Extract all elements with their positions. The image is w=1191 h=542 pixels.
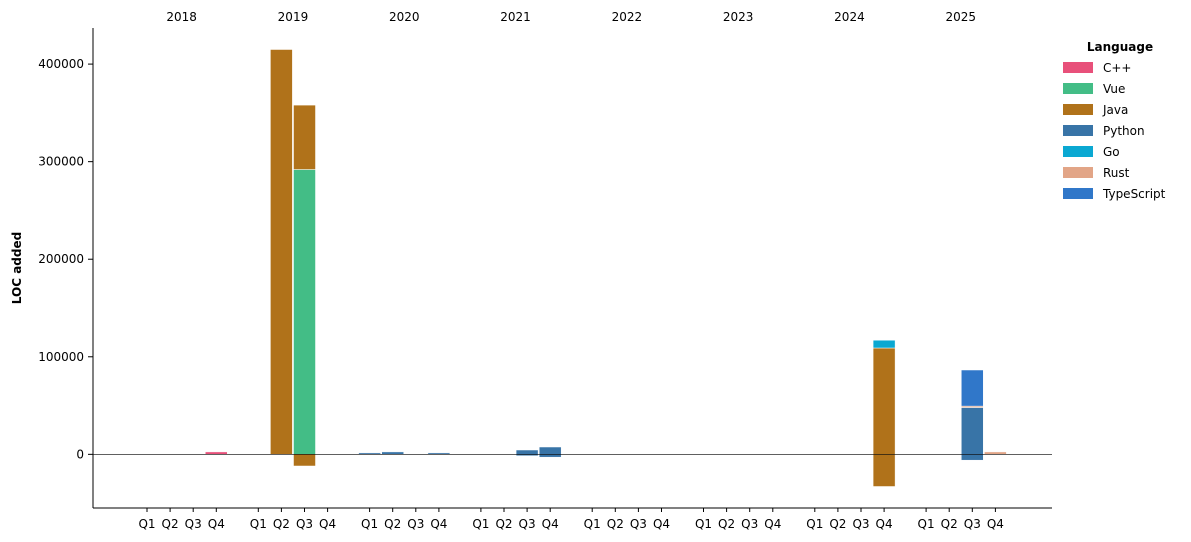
- bar-segment: [961, 369, 984, 407]
- bar-segment: [538, 446, 562, 455]
- x-tick-label: Q1: [695, 517, 712, 531]
- year-label: 2020: [389, 10, 420, 24]
- bar-segment: [293, 169, 316, 455]
- y-tick-label: 100000: [38, 350, 84, 364]
- x-tick-label: Q4: [319, 517, 336, 531]
- plot-area: [205, 49, 1007, 487]
- legend-title: Language: [1087, 40, 1153, 54]
- bar-segment: [961, 454, 984, 461]
- y-tick-label: 200000: [38, 252, 84, 266]
- x-tick-label: Q1: [918, 517, 935, 531]
- bar-segment: [515, 449, 539, 455]
- legend-label: Vue: [1103, 82, 1125, 96]
- legend-swatch: [1063, 188, 1093, 199]
- x-tick-label: Q2: [941, 517, 958, 531]
- x-tick-label: Q4: [542, 517, 559, 531]
- bar-segment: [961, 407, 984, 455]
- x-tick-label: Q3: [185, 517, 202, 531]
- bar-segment: [872, 339, 896, 349]
- legend-swatch: [1063, 125, 1093, 136]
- y-axis-label: LOC added: [10, 232, 24, 304]
- x-tick-label: Q2: [273, 517, 290, 531]
- x-tick-label: Q4: [653, 517, 670, 531]
- bar-segment: [872, 347, 896, 455]
- y-tick-label: 300000: [38, 155, 84, 169]
- x-tick-label: Q1: [472, 517, 489, 531]
- legend-label: Go: [1103, 145, 1120, 159]
- legend-label: Python: [1103, 124, 1145, 138]
- legend: Language C++ Vue Java Python Go Rust TypeScript: [1063, 40, 1166, 201]
- x-tick-label: Q1: [138, 517, 155, 531]
- x-tick-label: Q4: [876, 517, 893, 531]
- bar-segment: [984, 451, 1007, 455]
- legend-swatch: [1063, 104, 1093, 115]
- x-tick-label: Q2: [495, 517, 512, 531]
- x-tick-label: Q2: [162, 517, 179, 531]
- bar-segment: [205, 451, 228, 455]
- bar-segment: [381, 451, 404, 455]
- legend-label: Rust: [1103, 166, 1130, 180]
- bar-segment: [872, 454, 896, 487]
- x-tick-label: Q4: [987, 517, 1004, 531]
- x-tick-label: Q3: [741, 517, 758, 531]
- legend-label: Java: [1102, 103, 1128, 117]
- y-tick-label: 0: [76, 447, 84, 461]
- x-tick-label: Q2: [829, 517, 846, 531]
- x-tick-label: Q3: [964, 517, 981, 531]
- year-label: 2021: [500, 10, 531, 24]
- legend-swatch: [1063, 62, 1093, 73]
- bar-segment: [270, 49, 293, 455]
- x-tick-label: Q2: [384, 517, 401, 531]
- x-tick-label: Q3: [519, 517, 536, 531]
- bar-segment: [538, 454, 562, 458]
- x-tick-label: Q1: [250, 517, 267, 531]
- legend-label: TypeScript: [1102, 187, 1166, 201]
- x-tick-label: Q4: [430, 517, 447, 531]
- year-label: 2022: [612, 10, 643, 24]
- x-tick-label: Q1: [361, 517, 378, 531]
- x-tick-label: Q3: [630, 517, 647, 531]
- y-tick-label: 400000: [38, 57, 84, 71]
- x-tick-label: Q3: [296, 517, 313, 531]
- legend-swatch: [1063, 146, 1093, 157]
- x-tick-label: Q2: [607, 517, 624, 531]
- bar-segment: [293, 104, 316, 170]
- x-tick-label: Q4: [764, 517, 781, 531]
- year-label: 2018: [166, 10, 197, 24]
- x-tick-label: Q3: [852, 517, 869, 531]
- year-label: 2024: [834, 10, 865, 24]
- year-label: 2019: [278, 10, 309, 24]
- year-label: 2025: [945, 10, 976, 24]
- x-tick-label: Q1: [806, 517, 823, 531]
- legend-swatch: [1063, 167, 1093, 178]
- year-label: 2023: [723, 10, 754, 24]
- legend-swatch: [1063, 83, 1093, 94]
- x-tick-label: Q3: [407, 517, 424, 531]
- legend-label: C++: [1103, 61, 1132, 75]
- x-tick-label: Q2: [718, 517, 735, 531]
- axes: 0 100000 200000 300000 400000 LOC added Q1 Q2 Q3…: [10, 10, 1052, 531]
- bar-segment: [293, 454, 316, 467]
- x-tick-label: Q4: [208, 517, 225, 531]
- x-tick-label: Q1: [584, 517, 601, 531]
